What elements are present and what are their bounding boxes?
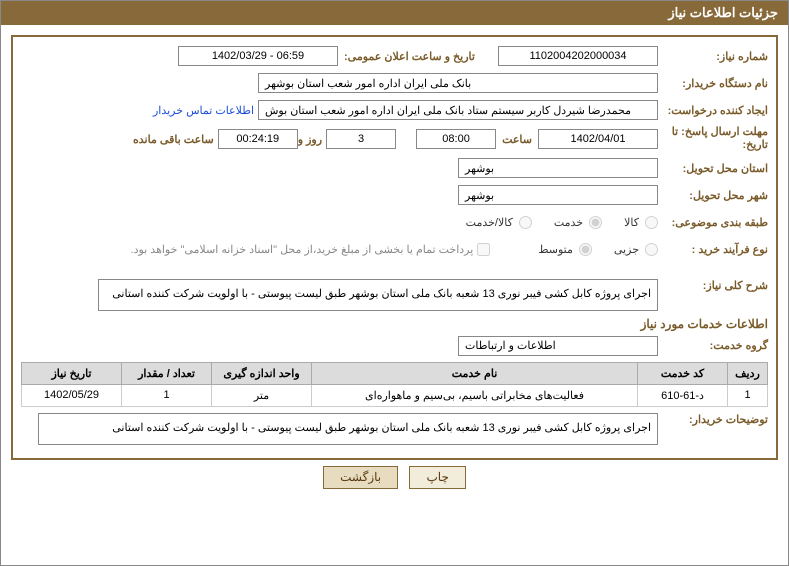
pt-medium-radio	[579, 243, 592, 256]
th-name: نام خدمت	[312, 362, 638, 384]
td-row: 1	[728, 384, 768, 406]
announce-datetime-label: تاریخ و ساعت اعلان عمومی:	[338, 50, 498, 63]
service-group-field: اطلاعات و ارتباطات	[458, 336, 658, 356]
purchase-type-label: نوع فرآیند خرید :	[658, 243, 768, 256]
buyer-org-label: نام دستگاه خریدار:	[658, 77, 768, 90]
services-info-title: اطلاعات خدمات مورد نیاز	[21, 317, 768, 331]
general-desc-label: شرح کلی نیاز:	[658, 279, 768, 292]
days-count-field: 3	[326, 129, 396, 149]
buyer-notes-label: توضیحات خریدار:	[658, 413, 768, 426]
requester-field: محمدرضا شیردل کاربر سیستم ستاد بانک ملی …	[258, 100, 658, 120]
back-button[interactable]: بازگشت	[323, 466, 398, 489]
need-no-label: شماره نیاز:	[658, 50, 768, 63]
td-code: د-61-610	[638, 384, 728, 406]
contact-link[interactable]: اطلاعات تماس خریدار	[153, 104, 254, 117]
th-code: کد خدمت	[638, 362, 728, 384]
td-date: 1402/05/29	[22, 384, 122, 406]
deadline-date-field: 1402/04/01	[538, 129, 658, 149]
cat-service-radio	[589, 216, 602, 229]
table-header-row: ردیف کد خدمت نام خدمت واحد اندازه گیری ت…	[22, 362, 768, 384]
pt-medium-label: متوسط	[538, 243, 573, 256]
need-no-field: 1102004202000034	[498, 46, 658, 66]
requester-label: ایجاد کننده درخواست:	[658, 104, 768, 117]
city-field: بوشهر	[458, 185, 658, 205]
th-date: تاریخ نیاز	[22, 362, 122, 384]
cat-goods-label: کالا	[624, 216, 639, 229]
announce-datetime-field: 1402/03/29 - 06:59	[178, 46, 338, 66]
province-label: استان محل تحویل:	[658, 162, 768, 175]
buyer-org-field: بانک ملی ایران اداره امور شعب استان بوشه…	[258, 73, 658, 93]
th-qty: تعداد / مقدار	[122, 362, 212, 384]
title-bar: جزئیات اطلاعات نیاز	[1, 1, 788, 25]
cat-both-label: کالا/خدمت	[466, 216, 513, 229]
cat-both-radio	[519, 216, 532, 229]
category-label: طبقه بندی موضوعی:	[658, 216, 768, 229]
th-unit: واحد اندازه گیری	[212, 362, 312, 384]
province-field: بوشهر	[458, 158, 658, 178]
payment-note-checkbox	[477, 243, 490, 256]
pt-minor-label: جزیی	[614, 243, 639, 256]
hours-count-field: 00:24:19	[218, 129, 298, 149]
cat-goods-radio	[645, 216, 658, 229]
td-qty: 1	[122, 384, 212, 406]
table-row: 1 د-61-610 فعالیت‌های مخابراتی باسیم، بی…	[22, 384, 768, 406]
city-label: شهر محل تحویل:	[658, 189, 768, 202]
th-row: ردیف	[728, 362, 768, 384]
buyer-notes-box: اجرای پروژه کابل کشی فیبر نوری 13 شعبه ب…	[38, 413, 658, 445]
service-group-label: گروه خدمت:	[658, 339, 768, 352]
deadline-label: مهلت ارسال پاسخ: تا تاریخ:	[658, 126, 768, 152]
services-table: ردیف کد خدمت نام خدمت واحد اندازه گیری ت…	[21, 362, 768, 407]
deadline-time-field: 08:00	[416, 129, 496, 149]
pt-minor-radio	[645, 243, 658, 256]
main-panel: شماره نیاز: 1102004202000034 تاریخ و ساع…	[11, 35, 778, 460]
cat-service-label: خدمت	[554, 216, 583, 229]
button-bar: چاپ بازگشت	[11, 466, 778, 489]
payment-note-text: پرداخت تمام یا بخشی از مبلغ خرید،از محل …	[131, 243, 474, 256]
td-name: فعالیت‌های مخابراتی باسیم، بی‌سیم و ماهو…	[312, 384, 638, 406]
remaining-suffix: ساعت باقی مانده	[133, 133, 218, 146]
days-suffix: روز و	[298, 133, 326, 146]
td-unit: متر	[212, 384, 312, 406]
general-desc-box: اجرای پروژه کابل کشی فیبر نوری 13 شعبه ب…	[98, 279, 658, 311]
print-button[interactable]: چاپ	[409, 466, 465, 489]
time-label: ساعت	[496, 133, 538, 146]
